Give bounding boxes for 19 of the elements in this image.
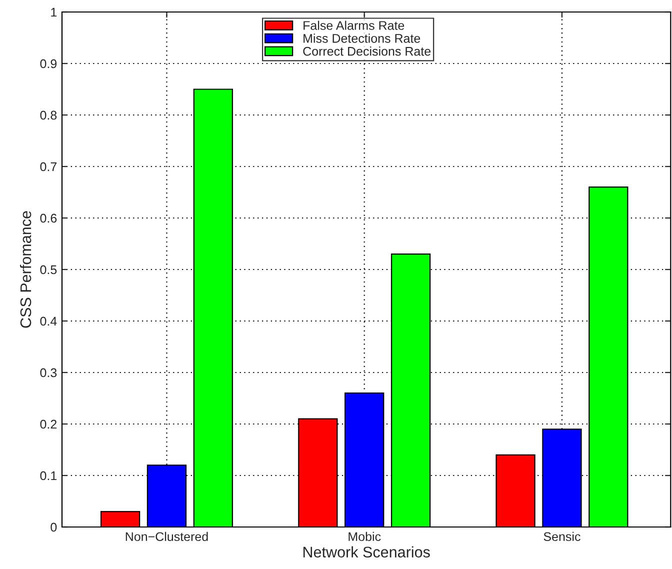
y-tick-label: 0.5 [40, 265, 57, 274]
y-tick-label: 0.9 [40, 59, 57, 68]
x-tick-label: Non−Clustered [126, 532, 208, 542]
legend-label: Correct Decisions Rate [303, 46, 431, 56]
y-tick-label: 0.8 [40, 110, 57, 120]
y-tick-label: 1 [51, 8, 57, 17]
x-tick-label: Mobic [348, 532, 381, 542]
legend-label: Miss Detections Rate [304, 34, 420, 43]
y-tick-label: 0 [50, 522, 57, 532]
x-tick-label: Sensic [544, 532, 580, 542]
x-axis-title: Network Scenarios [303, 546, 430, 558]
y-axis-title: CSS Perfomance [20, 211, 32, 328]
y-tick-label: 0.4 [40, 316, 57, 326]
legend-label: False Alarms Rate [304, 20, 404, 30]
y-tick-label: 0.3 [40, 368, 57, 378]
y-tick-label: 0.2 [40, 420, 57, 429]
y-tick-label: 0.7 [40, 162, 57, 172]
y-tick-label: 0.6 [40, 214, 57, 223]
y-tick-label: 0.1 [40, 471, 57, 480]
